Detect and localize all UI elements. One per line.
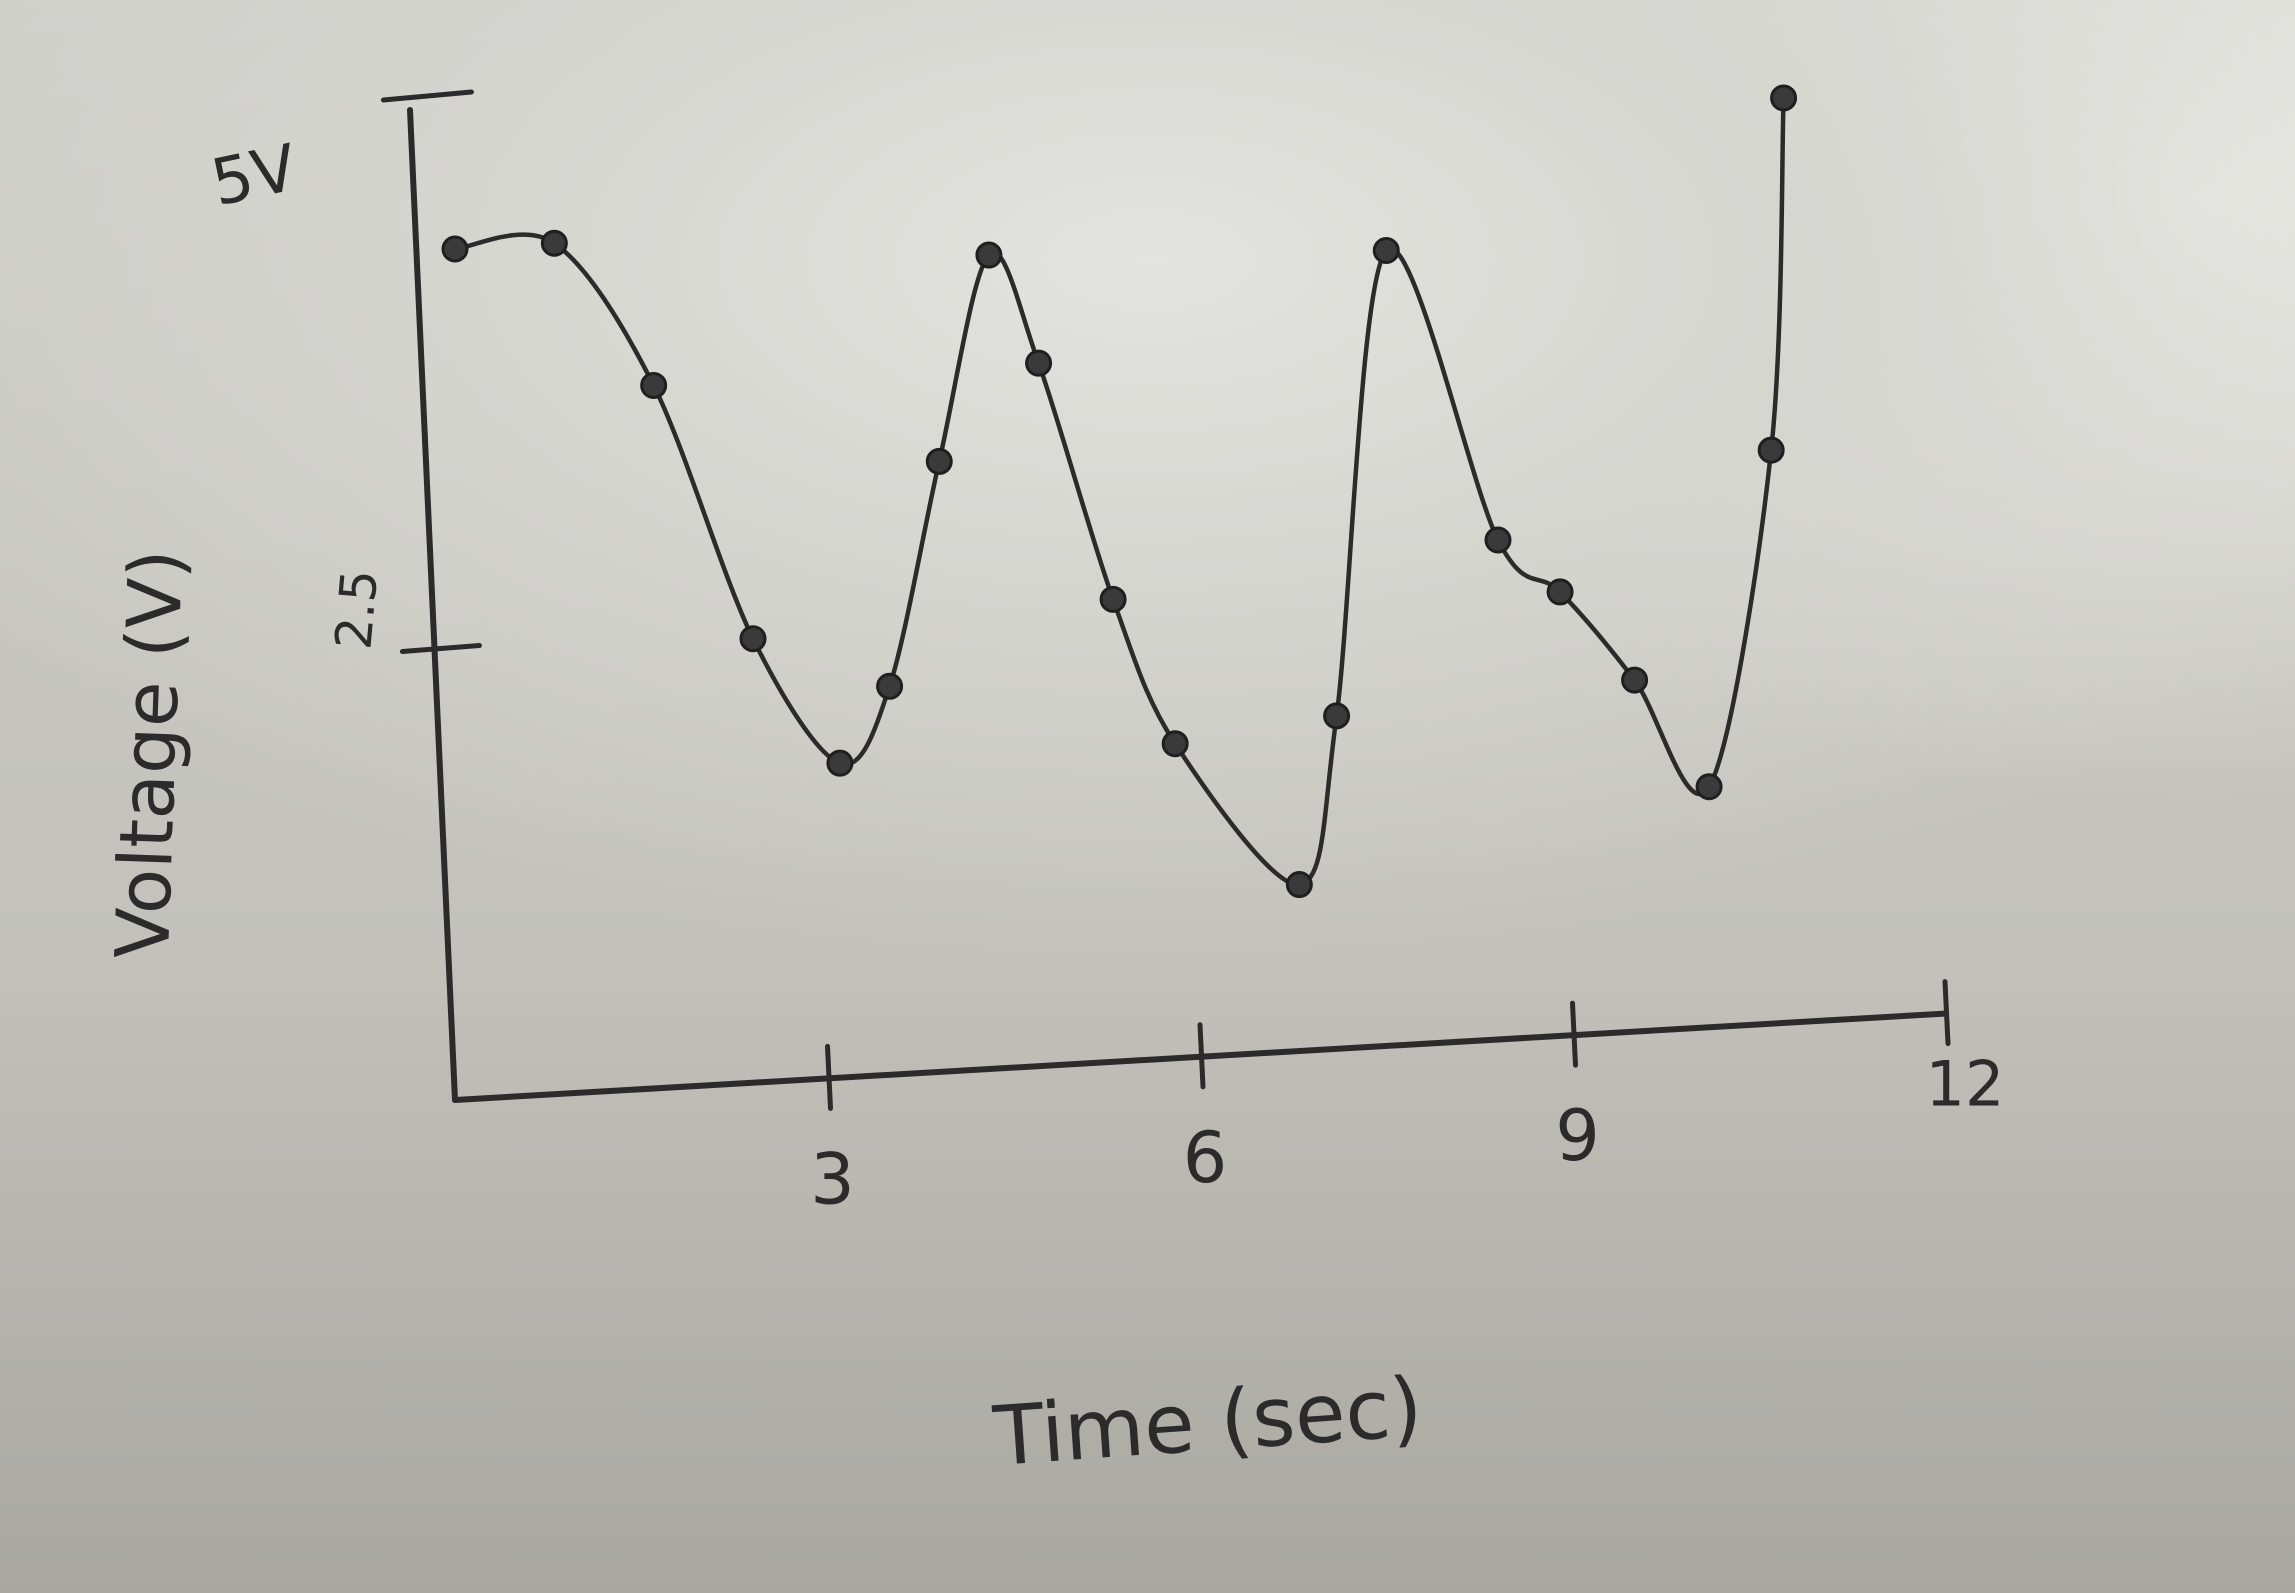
series-line	[452, 95, 1786, 887]
data-point	[826, 749, 854, 777]
data-point	[540, 229, 568, 257]
y-axis-title: Voltage (V)	[100, 548, 200, 960]
axes	[380, 89, 1951, 1111]
x-tick-label: 12	[1926, 1048, 2005, 1121]
y-axis-line	[407, 107, 458, 1103]
data-point	[1484, 526, 1512, 554]
data-point	[1161, 730, 1189, 758]
x-tick-mark	[1570, 1000, 1578, 1068]
data-point	[1285, 871, 1313, 899]
data-point	[925, 447, 953, 475]
data-point	[1770, 84, 1798, 112]
series-curve-group	[452, 95, 1786, 887]
y-tick-mark	[399, 643, 482, 654]
y-tick-label: 5V	[205, 131, 303, 221]
data-point	[1621, 666, 1649, 694]
data-point	[1757, 436, 1785, 464]
data-point	[1323, 702, 1351, 730]
data-point	[1695, 773, 1723, 801]
data-point	[975, 241, 1003, 269]
data-point	[640, 371, 668, 399]
data-point	[1099, 585, 1127, 613]
x-tick-mark	[1197, 1022, 1206, 1090]
x-tick-mark	[1942, 979, 1951, 1047]
data-point	[739, 625, 767, 653]
y-tick-label: 2.5	[324, 567, 389, 651]
x-tick-label: 3	[810, 1138, 855, 1220]
x-axis-title: Time (sec)	[990, 1360, 1426, 1485]
x-tick-label: 9	[1555, 1095, 1600, 1177]
data-point	[1546, 578, 1574, 606]
data-point	[876, 672, 904, 700]
data-point	[441, 235, 469, 263]
data-point	[1372, 236, 1400, 264]
data-point	[1025, 349, 1053, 377]
x-tick-label: 6	[1183, 1117, 1228, 1199]
x-tick-mark	[825, 1043, 833, 1111]
y-tick-mark	[380, 89, 474, 103]
data-points-group	[441, 84, 1798, 899]
